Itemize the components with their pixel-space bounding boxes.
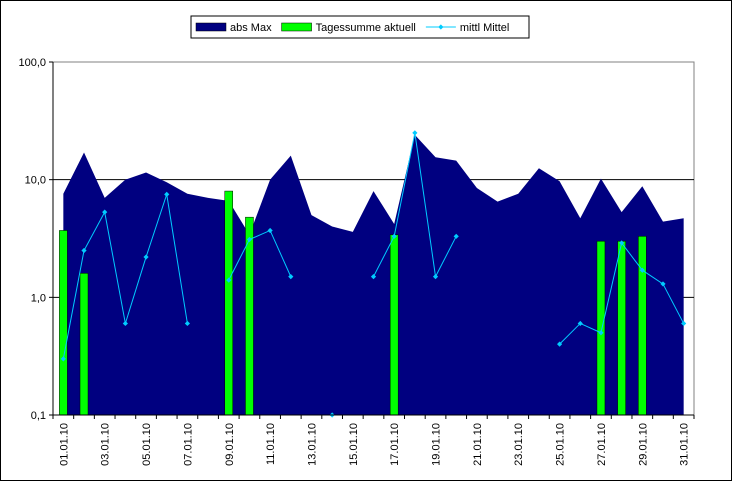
bar-series-layer <box>59 190 647 416</box>
point-mittl-mittel <box>598 330 604 336</box>
y-tick-label: 1,0 <box>31 292 46 304</box>
point-mittl-mittel <box>556 341 563 347</box>
legend-label: mittl Mittel <box>460 22 510 34</box>
legend-label: Tagessumme aktuell <box>316 22 416 34</box>
bar-tagessumme <box>245 216 254 416</box>
point-mittl-mittel <box>370 274 377 280</box>
x-tick-label: 07.01.10 <box>182 423 194 466</box>
legend-label: abs Max <box>230 22 272 34</box>
x-tick-label: 13.01.10 <box>306 423 318 466</box>
x-tick-label: 19.01.10 <box>431 423 443 466</box>
point-mittl-mittel <box>288 274 294 280</box>
bar-tagessumme <box>224 190 234 416</box>
point-mittl-mittel <box>246 236 253 243</box>
point-mittl-mittel <box>184 320 191 327</box>
point-mittl-mittel <box>122 320 128 327</box>
legend-swatch <box>195 22 227 32</box>
x-tick-labels: 01.01.10 03.01.10 05.01.10 07.01.10 09.01.10… <box>58 423 690 466</box>
x-tick-label: 31.01.10 <box>679 423 691 466</box>
x-tick-label: 29.01.10 <box>637 423 649 466</box>
x-tick-label: 03.01.10 <box>100 423 112 466</box>
legend-swatch <box>281 22 312 32</box>
bar-tagessumme <box>596 240 606 416</box>
point-mittl-mittel <box>619 240 625 246</box>
point-mittl-mittel <box>143 254 149 260</box>
point-mittl-mittel <box>81 247 87 254</box>
line-series-layer <box>60 130 687 418</box>
x-tick-label: 11.01.10 <box>265 423 277 465</box>
bar-tagessumme <box>79 273 89 416</box>
point-mittl-mittel <box>60 356 66 362</box>
point-mittl-mittel <box>391 233 397 239</box>
y-tick-label: 100,0 <box>18 57 46 69</box>
point-mittl-mittel <box>267 227 273 234</box>
legend-swatch-marker <box>438 24 444 30</box>
point-mittl-mittel <box>226 277 232 283</box>
legend-box <box>190 15 530 39</box>
y-tick-label: 10,0 <box>25 175 46 187</box>
point-mittl-mittel <box>102 209 108 215</box>
line-mittl-mittel <box>228 229 292 281</box>
x-tick-label: 17.01.10 <box>389 423 401 466</box>
legend: abs Max Tagessumme aktuell mittl Mittel <box>190 15 530 39</box>
point-mittl-mittel <box>432 274 439 280</box>
bar-tagessumme <box>617 240 626 416</box>
x-tick-label: 25.01.10 <box>555 423 567 466</box>
y-tick-label: 0,1 <box>31 410 46 422</box>
point-mittl-mittel <box>681 320 687 327</box>
x-tick-label: 09.01.10 <box>224 423 236 466</box>
point-mittl-mittel <box>412 130 418 136</box>
x-tick-label: 15.01.10 <box>348 423 360 466</box>
point-mittl-mittel <box>660 281 666 287</box>
point-mittl-mittel <box>164 191 170 197</box>
point-mittl-mittel <box>639 267 645 273</box>
axes <box>49 61 695 419</box>
x-tick-label: 21.01.10 <box>472 423 484 466</box>
bar-tagessumme <box>638 236 647 416</box>
bar-tagessumme <box>389 234 399 416</box>
x-tick-label: 01.01.10 <box>58 423 70 466</box>
x-tick-label: 27.01.10 <box>596 423 608 466</box>
point-mittl-mittel <box>453 233 459 239</box>
x-tick-label: 23.01.10 <box>513 423 525 466</box>
x-tick-label: 05.01.10 <box>141 423 153 466</box>
y-tick-labels: 100,0 10,0 1,0 0,1 <box>18 57 46 422</box>
point-mittl-mittel <box>577 320 583 327</box>
bar-tagessumme <box>59 230 68 416</box>
